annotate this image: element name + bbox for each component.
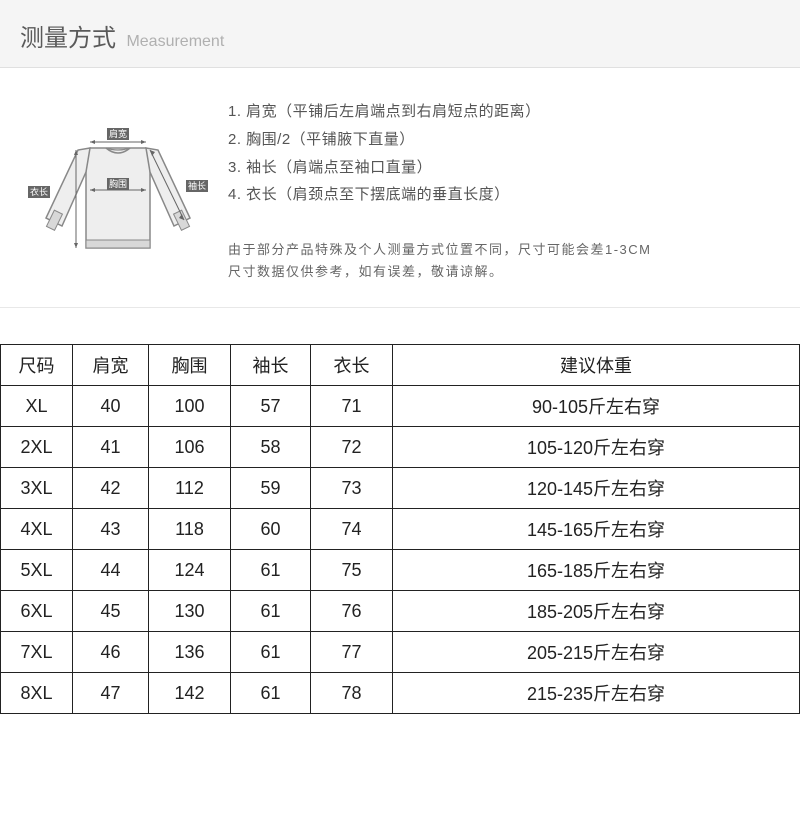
- label-length: 衣长: [30, 186, 48, 197]
- cell-sleeve: 61: [231, 632, 311, 673]
- table-row: 6XL 45 130 61 76 185-205斤左右穿: [1, 591, 800, 632]
- instruction-line: 3. 袖长（肩端点至袖口直量）: [228, 154, 782, 182]
- table-row: 7XL 46 136 61 77 205-215斤左右穿: [1, 632, 800, 673]
- cell-chest: 124: [149, 550, 231, 591]
- note-line: 由于部分产品特殊及个人测量方式位置不同，尺寸可能会差1-3CM: [228, 239, 782, 261]
- instruction-line: 1. 肩宽（平铺后左肩端点到右肩短点的距离）: [228, 98, 782, 126]
- cell-length: 73: [311, 468, 393, 509]
- table-row: 3XL 42 112 59 73 120-145斤左右穿: [1, 468, 800, 509]
- th-size: 尺码: [1, 345, 73, 386]
- instruction-line: 2. 胸围/2（平铺腋下直量）: [228, 126, 782, 154]
- cell-weight: 165-185斤左右穿: [393, 550, 800, 591]
- cell-sleeve: 60: [231, 509, 311, 550]
- instructions-block: 1. 肩宽（平铺后左肩端点到右肩短点的距离） 2. 胸围/2（平铺腋下直量） 3…: [218, 98, 782, 283]
- cell-length: 77: [311, 632, 393, 673]
- header-title-en: Measurement: [126, 33, 224, 50]
- cell-chest: 142: [149, 673, 231, 714]
- header-title-cn: 测量方式: [20, 25, 116, 52]
- garment-diagram: 肩宽 胸围 衣长 袖长: [18, 98, 218, 283]
- cell-size: XL: [1, 386, 73, 427]
- th-chest: 胸围: [149, 345, 231, 386]
- cell-shoulder: 44: [73, 550, 149, 591]
- info-section: 肩宽 胸围 衣长 袖长 1. 肩宽（平铺后左肩端点到右肩短点的距离）: [0, 68, 800, 308]
- cell-length: 74: [311, 509, 393, 550]
- th-length: 衣长: [311, 345, 393, 386]
- size-table: 尺码 肩宽 胸围 袖长 衣长 建议体重 XL 40 100 57 71 90-1…: [0, 344, 800, 714]
- cell-chest: 118: [149, 509, 231, 550]
- cell-shoulder: 43: [73, 509, 149, 550]
- table-row: 2XL 41 106 58 72 105-120斤左右穿: [1, 427, 800, 468]
- cell-length: 75: [311, 550, 393, 591]
- table-row: XL 40 100 57 71 90-105斤左右穿: [1, 386, 800, 427]
- cell-length: 72: [311, 427, 393, 468]
- cell-length: 76: [311, 591, 393, 632]
- cell-size: 2XL: [1, 427, 73, 468]
- cell-weight: 205-215斤左右穿: [393, 632, 800, 673]
- cell-size: 3XL: [1, 468, 73, 509]
- table-header-row: 尺码 肩宽 胸围 袖长 衣长 建议体重: [1, 345, 800, 386]
- cell-chest: 100: [149, 386, 231, 427]
- cell-size: 8XL: [1, 673, 73, 714]
- cell-sleeve: 61: [231, 550, 311, 591]
- table-row: 8XL 47 142 61 78 215-235斤左右穿: [1, 673, 800, 714]
- measurement-note: 由于部分产品特殊及个人测量方式位置不同，尺寸可能会差1-3CM 尺寸数据仅供参考…: [228, 239, 782, 283]
- cell-sleeve: 61: [231, 673, 311, 714]
- cell-chest: 130: [149, 591, 231, 632]
- cell-chest: 136: [149, 632, 231, 673]
- table-row: 4XL 43 118 60 74 145-165斤左右穿: [1, 509, 800, 550]
- cell-weight: 105-120斤左右穿: [393, 427, 800, 468]
- cell-chest: 112: [149, 468, 231, 509]
- cell-weight: 215-235斤左右穿: [393, 673, 800, 714]
- instruction-line: 4. 衣长（肩颈点至下摆底端的垂直长度）: [228, 181, 782, 209]
- cell-shoulder: 46: [73, 632, 149, 673]
- cell-size: 6XL: [1, 591, 73, 632]
- cell-length: 78: [311, 673, 393, 714]
- cell-weight: 90-105斤左右穿: [393, 386, 800, 427]
- cell-shoulder: 42: [73, 468, 149, 509]
- th-shoulder: 肩宽: [73, 345, 149, 386]
- note-line: 尺寸数据仅供参考，如有误差，敬请谅解。: [228, 261, 782, 283]
- header-bar: 测量方式 Measurement: [0, 0, 800, 68]
- label-sleeve: 袖长: [188, 180, 206, 191]
- cell-shoulder: 41: [73, 427, 149, 468]
- label-chest: 胸围: [109, 178, 127, 189]
- cell-weight: 145-165斤左右穿: [393, 509, 800, 550]
- th-sleeve: 袖长: [231, 345, 311, 386]
- cell-size: 4XL: [1, 509, 73, 550]
- cell-chest: 106: [149, 427, 231, 468]
- table-body: XL 40 100 57 71 90-105斤左右穿 2XL 41 106 58…: [1, 386, 800, 714]
- cell-weight: 120-145斤左右穿: [393, 468, 800, 509]
- cell-size: 7XL: [1, 632, 73, 673]
- cell-shoulder: 47: [73, 673, 149, 714]
- cell-size: 5XL: [1, 550, 73, 591]
- cell-shoulder: 40: [73, 386, 149, 427]
- th-weight: 建议体重: [393, 345, 800, 386]
- cell-sleeve: 57: [231, 386, 311, 427]
- label-shoulder: 肩宽: [109, 128, 127, 139]
- cell-length: 71: [311, 386, 393, 427]
- cell-sleeve: 58: [231, 427, 311, 468]
- cell-shoulder: 45: [73, 591, 149, 632]
- cell-weight: 185-205斤左右穿: [393, 591, 800, 632]
- cell-sleeve: 61: [231, 591, 311, 632]
- table-row: 5XL 44 124 61 75 165-185斤左右穿: [1, 550, 800, 591]
- cell-sleeve: 59: [231, 468, 311, 509]
